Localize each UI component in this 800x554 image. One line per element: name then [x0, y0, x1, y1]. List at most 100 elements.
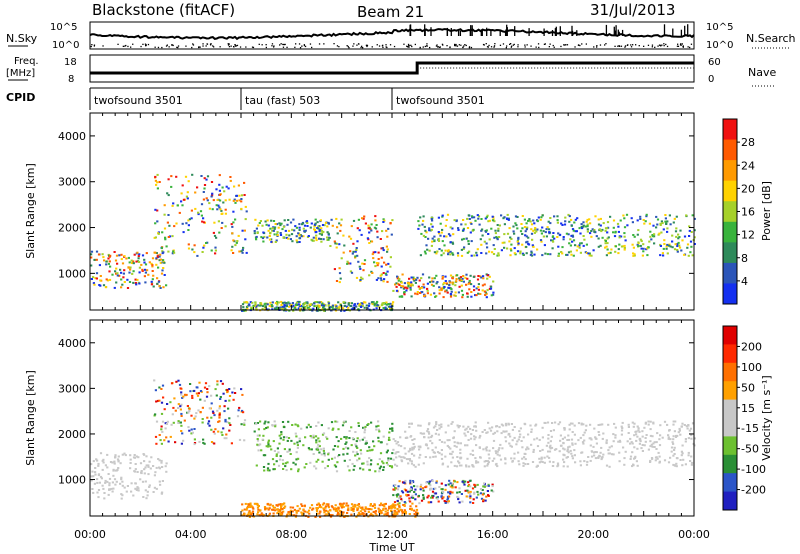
velocity-echo-cell [588, 437, 591, 440]
power-echo-cell [170, 175, 173, 178]
velocity-echo-cell [188, 429, 191, 432]
power-echo-cell [141, 268, 144, 271]
power-echo-cell [636, 233, 639, 236]
velocity-echo-cell [255, 502, 258, 505]
power-echo-cell [561, 224, 564, 226]
power-echo-cell [479, 293, 482, 295]
power-echo-cell [451, 283, 454, 286]
velocity-echo-cell [420, 483, 423, 486]
velocity-echo-cell [590, 455, 594, 458]
nsearch-dot [505, 47, 507, 49]
power-echo-cell [268, 238, 272, 241]
velocity-echo-cell [367, 511, 370, 513]
x-tick-label: 00:00 [74, 528, 106, 541]
velocity-echo-cell [569, 422, 573, 425]
velocity-echo-cell [595, 451, 598, 454]
nsearch-dot [681, 43, 683, 45]
power-echo-cell [240, 200, 243, 203]
power-echo-cell [421, 223, 424, 226]
power-echo-cell [377, 262, 380, 265]
velocity-echo-cell [377, 424, 380, 427]
power-echo-cell [693, 236, 696, 239]
velocity-echo-cell [393, 506, 397, 509]
power-echo-cell [601, 228, 604, 231]
velocity-echo-cell [314, 435, 318, 438]
velocity-echo-cell [367, 508, 370, 511]
velocity-echo-cell [563, 454, 566, 457]
power-echo-cell [449, 295, 453, 298]
power-echo-cell [460, 284, 463, 287]
power-echo-cell [115, 254, 119, 257]
power-echo-cell [475, 251, 478, 254]
velocity-echo-cell [491, 426, 494, 429]
velocity-echo-cell [524, 463, 527, 466]
power-echo-cell [339, 303, 342, 306]
velocity-echo-cell [144, 489, 147, 492]
velocity-echo-cell [373, 504, 376, 507]
velocity-echo-cell [649, 461, 652, 463]
power-echo-cell [647, 246, 650, 249]
velocity-echo-cell [421, 487, 425, 490]
velocity-echo-cell [294, 463, 297, 466]
velocity-echo-cell [678, 429, 681, 432]
velocity-echo-cell [313, 465, 316, 468]
power-echo-cell [421, 291, 424, 293]
power-ytick-label: 1000 [58, 267, 86, 280]
power-echo-cell [345, 305, 349, 308]
power-echo-cell [584, 225, 588, 228]
velocity-echo-cell [484, 499, 487, 502]
velocity-echo-cell [471, 464, 474, 466]
power-echo-cell [181, 222, 184, 225]
power-echo-cell [449, 287, 452, 290]
power-echo-cell [636, 243, 639, 246]
power-echo-cell [391, 303, 394, 306]
power-echo-cell [642, 243, 645, 246]
power-echo-cell [472, 275, 475, 278]
velocity-echo-cell [351, 462, 354, 465]
power-echo-cell [197, 213, 200, 216]
power-echo-cell [327, 303, 330, 306]
power-echo-cell [686, 246, 689, 249]
nsearch-dot [304, 45, 307, 48]
velocity-echo-cell [403, 488, 406, 491]
power-echo-cell [480, 229, 483, 232]
velocity-echo-cell [179, 387, 182, 390]
velocity-echo-cell [195, 386, 198, 389]
power-echo-cell [313, 302, 316, 305]
power-echo-cell [212, 231, 215, 234]
power-echo-cell [632, 246, 635, 249]
velocity-echo-cell [188, 407, 191, 410]
velocity-echo-cell [526, 446, 529, 449]
velocity-echo-cell [435, 481, 438, 484]
power-echo-cell [604, 246, 607, 249]
velocity-echo-cell [378, 470, 381, 473]
power-echo-cell [154, 175, 157, 178]
power-echo-cell [108, 278, 112, 281]
velocity-echo-cell [223, 437, 226, 440]
velocity-echo-cell [652, 421, 655, 424]
velocity-echo-cell [432, 451, 435, 454]
velocity-echo-cell [530, 428, 533, 431]
nsearch-dot [303, 44, 305, 46]
velocity-echo-cell [266, 503, 269, 506]
power-echo-cell [178, 211, 181, 214]
velocity-echo-cell [549, 430, 553, 432]
velocity-echo-cell [561, 437, 564, 440]
velocity-echo-cell [382, 466, 385, 469]
velocity-echo-cell [674, 420, 677, 423]
velocity-echo-cell [181, 396, 184, 399]
velocity-echo-cell [318, 445, 321, 448]
power-echo-cell [462, 275, 465, 277]
nsearch-dot [424, 45, 426, 48]
velocity-echo-cell [429, 487, 432, 490]
nsearch-dot [462, 46, 464, 48]
power-echo-cell [525, 245, 528, 248]
power-echo-cell [605, 254, 608, 257]
power-echo-cell [324, 221, 328, 224]
velocity-echo-cell [558, 450, 561, 453]
power-echo-cell [389, 305, 392, 308]
power-echo-cell [664, 220, 667, 223]
velocity-echo-cell [237, 409, 240, 412]
power-echo-cell [562, 238, 565, 241]
